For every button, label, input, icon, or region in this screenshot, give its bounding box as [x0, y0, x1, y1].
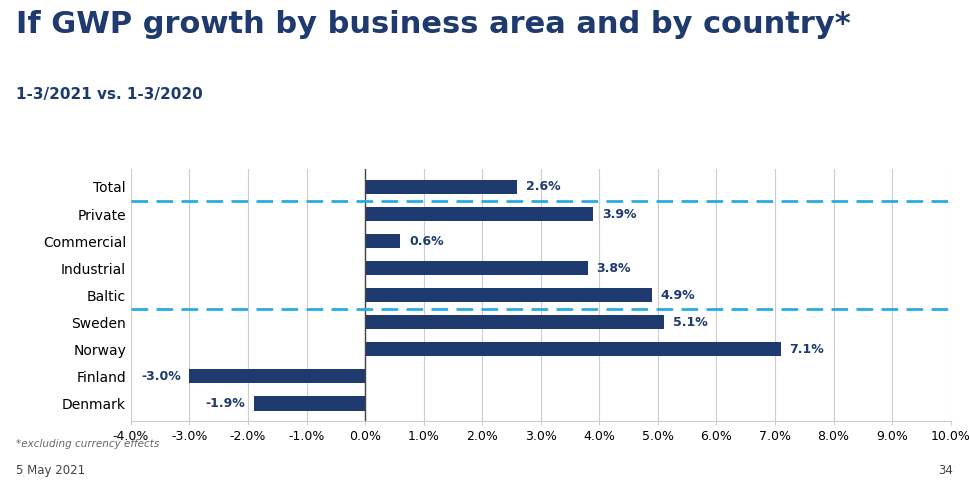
Text: 34: 34 [938, 464, 953, 477]
Bar [364, 180, 516, 194]
Bar [364, 288, 651, 302]
Text: *excluding currency effects: *excluding currency effects [16, 439, 160, 449]
Bar [189, 369, 364, 383]
Text: 0.6%: 0.6% [409, 235, 443, 248]
Bar [364, 207, 593, 221]
Bar [364, 342, 780, 356]
Text: -1.9%: -1.9% [205, 397, 245, 410]
Text: 4.9%: 4.9% [660, 289, 695, 302]
Text: 1-3/2021 vs. 1-3/2020: 1-3/2021 vs. 1-3/2020 [16, 87, 203, 102]
Text: 5.1%: 5.1% [672, 316, 706, 329]
Text: 7.1%: 7.1% [789, 343, 824, 356]
Bar [364, 261, 587, 275]
Text: -3.0%: -3.0% [141, 370, 180, 383]
Bar [364, 315, 663, 329]
Text: 5 May 2021: 5 May 2021 [16, 464, 85, 477]
Text: 3.9%: 3.9% [602, 208, 636, 221]
Bar [364, 234, 400, 248]
Text: If GWP growth by business area and by country*: If GWP growth by business area and by co… [16, 10, 851, 39]
Text: 3.8%: 3.8% [596, 262, 630, 275]
Bar [254, 396, 364, 410]
Text: 2.6%: 2.6% [525, 181, 560, 194]
